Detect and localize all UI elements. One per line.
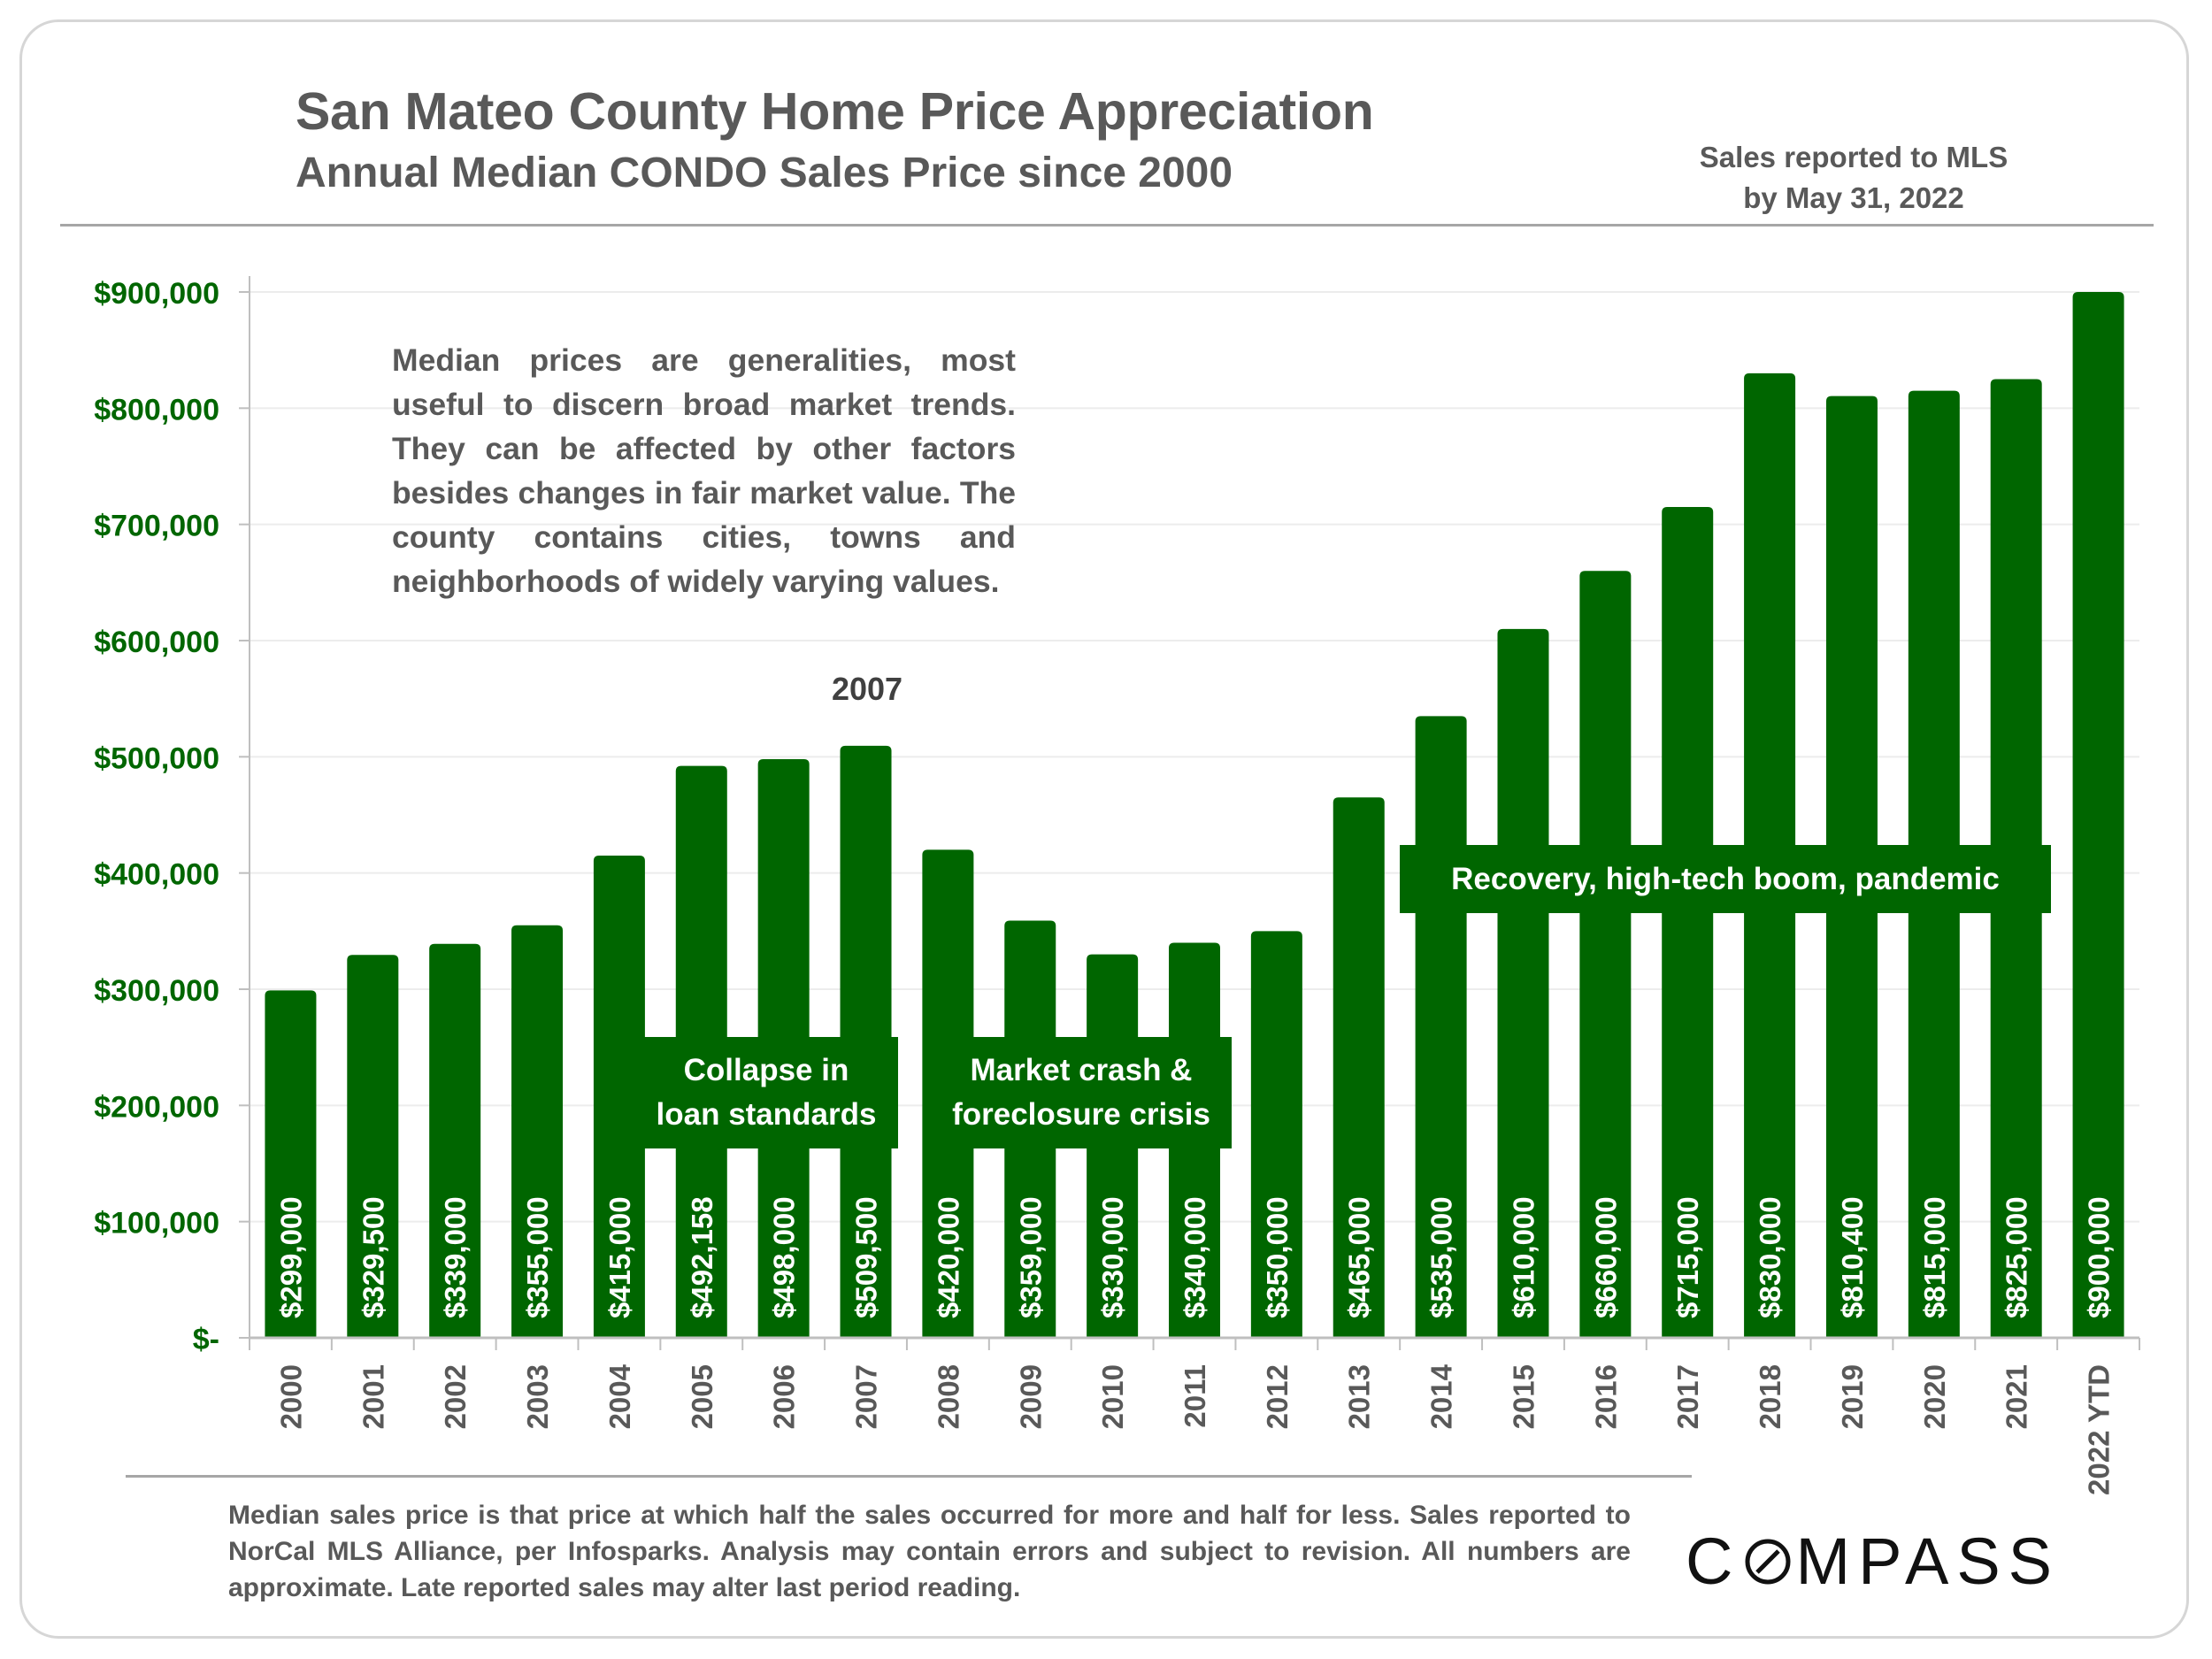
bar-2017 xyxy=(1662,506,1714,1338)
x-tick-label: 2006 xyxy=(768,1364,801,1429)
bar-2000 xyxy=(265,990,317,1338)
bar-data-label: $825,000 xyxy=(2001,1196,2033,1318)
bar-data-label: $420,000 xyxy=(932,1196,964,1318)
bar-data-label: $350,000 xyxy=(1261,1196,1294,1318)
x-tick-label: 2005 xyxy=(686,1364,718,1429)
bar-data-label: $509,500 xyxy=(850,1196,883,1318)
y-tick-label: $700,000 xyxy=(94,510,219,543)
bar-data-label: $329,500 xyxy=(357,1196,389,1318)
bar-2015 xyxy=(1497,628,1549,1338)
x-tick-label: 2004 xyxy=(603,1363,636,1429)
bar-data-label: $498,000 xyxy=(768,1196,801,1318)
x-tick-label: 2003 xyxy=(521,1364,554,1429)
x-tick-label: 2001 xyxy=(357,1364,389,1429)
bar-data-label: $900,000 xyxy=(2083,1196,2116,1318)
crash-callout-line-1: Market crash & xyxy=(970,1053,1193,1087)
bar-data-label: $355,000 xyxy=(521,1196,554,1318)
x-tick-label: 2010 xyxy=(1096,1364,1129,1429)
chart-title: San Mateo County Home Price Appreciation xyxy=(296,82,1374,141)
crash-callout-line-2: foreclosure crisis xyxy=(952,1097,1210,1132)
x-tick-label: 2015 xyxy=(1507,1364,1540,1429)
collapse-callout: Collapse in loan standards xyxy=(634,1037,898,1148)
bar-data-label: $339,000 xyxy=(439,1196,472,1318)
sales-note-line-2: by May 31, 2022 xyxy=(1743,181,1964,214)
x-tick-label: 2007 xyxy=(850,1364,883,1429)
compass-logo: C MPASS xyxy=(1686,1524,2060,1599)
bar-data-label: $415,000 xyxy=(603,1196,636,1318)
bar-2012 xyxy=(1250,931,1302,1338)
bar-data-label: $492,158 xyxy=(686,1196,718,1318)
y-tick-label: $- xyxy=(193,1323,219,1356)
bar-data-label: $465,000 xyxy=(1343,1196,1376,1318)
bar-data-label: $830,000 xyxy=(1754,1196,1786,1318)
x-tick-label: 2011 xyxy=(1179,1364,1211,1428)
bar-data-label: $815,000 xyxy=(1918,1196,1951,1318)
x-tick-label: 2021 xyxy=(2001,1364,2033,1429)
bar-2002 xyxy=(429,943,481,1338)
x-tick-label: 2016 xyxy=(1589,1364,1622,1429)
x-tick-label: 2014 xyxy=(1425,1363,1458,1429)
chart-subtitle: Annual Median CONDO Sales Price since 20… xyxy=(296,150,1233,196)
y-tick-label: $600,000 xyxy=(94,626,219,659)
bar-2003 xyxy=(511,925,564,1338)
bar-data-label: $810,400 xyxy=(1836,1196,1869,1318)
bar-data-label: $299,000 xyxy=(274,1196,307,1318)
x-axis-tick-labels: 2000 2001 2002 2003 2004 2005 2006 2007 2008 2009… xyxy=(274,1363,2115,1495)
x-tick-label: 2012 xyxy=(1261,1364,1294,1429)
bar-2022-ytd xyxy=(2072,292,2124,1338)
bar-2016 xyxy=(1579,571,1632,1338)
bar-data-label: $359,000 xyxy=(1014,1196,1047,1318)
sales-reported-note: Sales reported to MLS by May 31, 2022 xyxy=(1699,137,2008,219)
compass-o-icon xyxy=(1745,1539,1791,1584)
bar-data-label: $715,000 xyxy=(1671,1196,1704,1318)
y-tick-label: $900,000 xyxy=(94,277,219,311)
y-tick-label: $400,000 xyxy=(94,858,219,892)
x-tick-label: 2020 xyxy=(1918,1364,1951,1429)
x-tick-label: 2009 xyxy=(1014,1364,1047,1429)
x-tick-label: 2008 xyxy=(932,1364,964,1429)
bar-data-label: $535,000 xyxy=(1425,1196,1458,1318)
y-axis-tick-labels: $- $100,000 $200,000 $300,000 $400,000 $500,0… xyxy=(94,277,219,1356)
recovery-callout-label: Recovery, high-tech boom, pandemic xyxy=(1451,861,2000,896)
x-tick-label: 2002 xyxy=(439,1364,472,1429)
x-tick-label: 2022 YTD xyxy=(2083,1364,2116,1495)
bar-data-label: $340,000 xyxy=(1179,1196,1211,1318)
logo-letters-after: MPASS xyxy=(1795,1525,2061,1598)
x-tick-label: 2019 xyxy=(1836,1364,1869,1429)
explainer-text: Median prices are generalities, most use… xyxy=(392,342,1016,599)
bar-2013 xyxy=(1333,797,1385,1338)
bar-2001 xyxy=(347,955,399,1338)
y-tick-label: $300,000 xyxy=(94,974,219,1008)
y-tick-label: $200,000 xyxy=(94,1090,219,1124)
bar-data-label: $330,000 xyxy=(1096,1196,1129,1318)
x-tick-label: 2000 xyxy=(274,1364,307,1429)
bar-data-label: $610,000 xyxy=(1507,1196,1540,1318)
x-tick-label: 2018 xyxy=(1754,1364,1786,1429)
axes xyxy=(239,276,2140,1350)
recovery-callout: Recovery, high-tech boom, pandemic xyxy=(1400,845,2051,913)
footnote-text: Median sales price is that price at whic… xyxy=(228,1501,1631,1602)
y-tick-label: $100,000 xyxy=(94,1207,219,1240)
sales-note-line-1: Sales reported to MLS xyxy=(1699,141,2008,173)
header-divider xyxy=(60,224,2154,227)
crash-callout: Market crash & foreclosure crisis xyxy=(931,1037,1232,1148)
footer-divider xyxy=(126,1475,1692,1478)
collapse-callout-line-2: loan standards xyxy=(656,1097,877,1132)
logo-letters-before: C xyxy=(1686,1525,1741,1598)
bar-data-label: $660,000 xyxy=(1589,1196,1622,1318)
x-tick-label: 2017 xyxy=(1671,1364,1704,1429)
x-tick-label: 2013 xyxy=(1343,1364,1376,1429)
peak-year-annotation: 2007 xyxy=(831,671,903,707)
bar-2004 xyxy=(593,855,645,1338)
y-tick-label: $500,000 xyxy=(94,741,219,775)
y-tick-label: $800,000 xyxy=(94,393,219,426)
collapse-callout-line-1: Collapse in xyxy=(683,1053,849,1087)
data-labels: $299,000 $329,500 $339,000 $355,000 $415,000… xyxy=(274,1196,2115,1318)
